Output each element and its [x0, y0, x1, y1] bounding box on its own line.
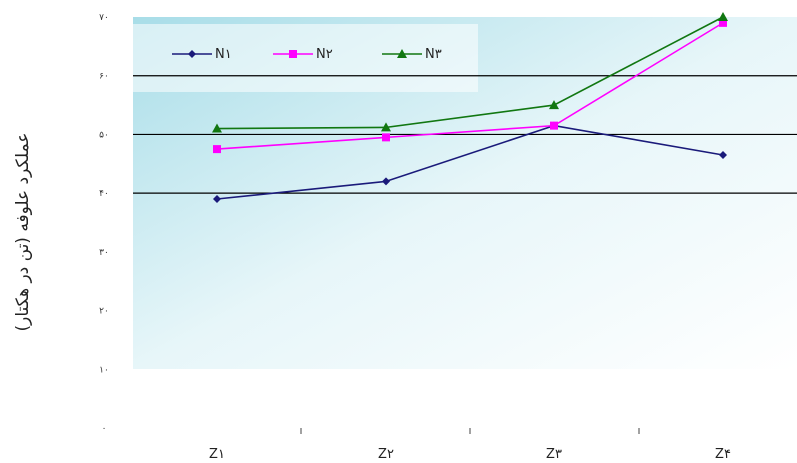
series-3	[212, 12, 728, 133]
legend-box	[133, 24, 478, 92]
series-2	[213, 18, 727, 154]
data-point	[213, 145, 221, 154]
data-point	[550, 121, 558, 130]
data-point	[381, 122, 391, 132]
y-tick-label: ۱۰	[99, 365, 109, 375]
data-point	[382, 133, 390, 142]
x-tick-label: Z۴	[715, 447, 731, 462]
y-axis-label: عملکرد علوفه (تن در هکتار)	[13, 133, 33, 332]
y-tick-label: ۲۰	[99, 307, 109, 317]
data-point	[719, 18, 727, 27]
legend: N۱ N۲ N۳	[172, 47, 442, 62]
data-point	[718, 12, 728, 21]
series-line	[216, 22, 724, 150]
legend-marker	[289, 50, 297, 58]
legend-marker	[397, 49, 407, 58]
data-point	[212, 123, 222, 133]
x-tick-label: Z۱	[209, 447, 225, 462]
y-tick-label: ۶۰	[99, 72, 109, 82]
gridlines	[133, 75, 797, 194]
data-point	[382, 177, 390, 186]
y-tick-label: ۳۰	[99, 248, 109, 258]
data-point	[213, 195, 221, 204]
data-point	[719, 150, 727, 159]
legend-label: N۳	[425, 47, 442, 62]
legend-label: N۲	[316, 47, 333, 62]
y-tick-label: ۰	[102, 424, 107, 434]
x-tick-label: Z۲	[378, 447, 394, 462]
legend-label: N۱	[215, 47, 232, 62]
y-tick-label: ۷۰	[99, 13, 109, 23]
series-layer	[212, 12, 728, 204]
legend-marker	[188, 50, 196, 58]
y-tick-label: ۴۰	[99, 189, 109, 199]
data-point	[549, 100, 559, 110]
y-tick-label: ۵۰	[99, 130, 109, 140]
x-tick-label: Z۳	[546, 447, 562, 462]
series-line	[216, 124, 724, 200]
axes: ۰ ۱۰ ۲۰ ۳۰ ۴۰ ۵۰ ۶۰ ۷۰ Z۱ Z۲ Z۳ Z۴	[99, 13, 731, 462]
series-line	[216, 16, 724, 130]
